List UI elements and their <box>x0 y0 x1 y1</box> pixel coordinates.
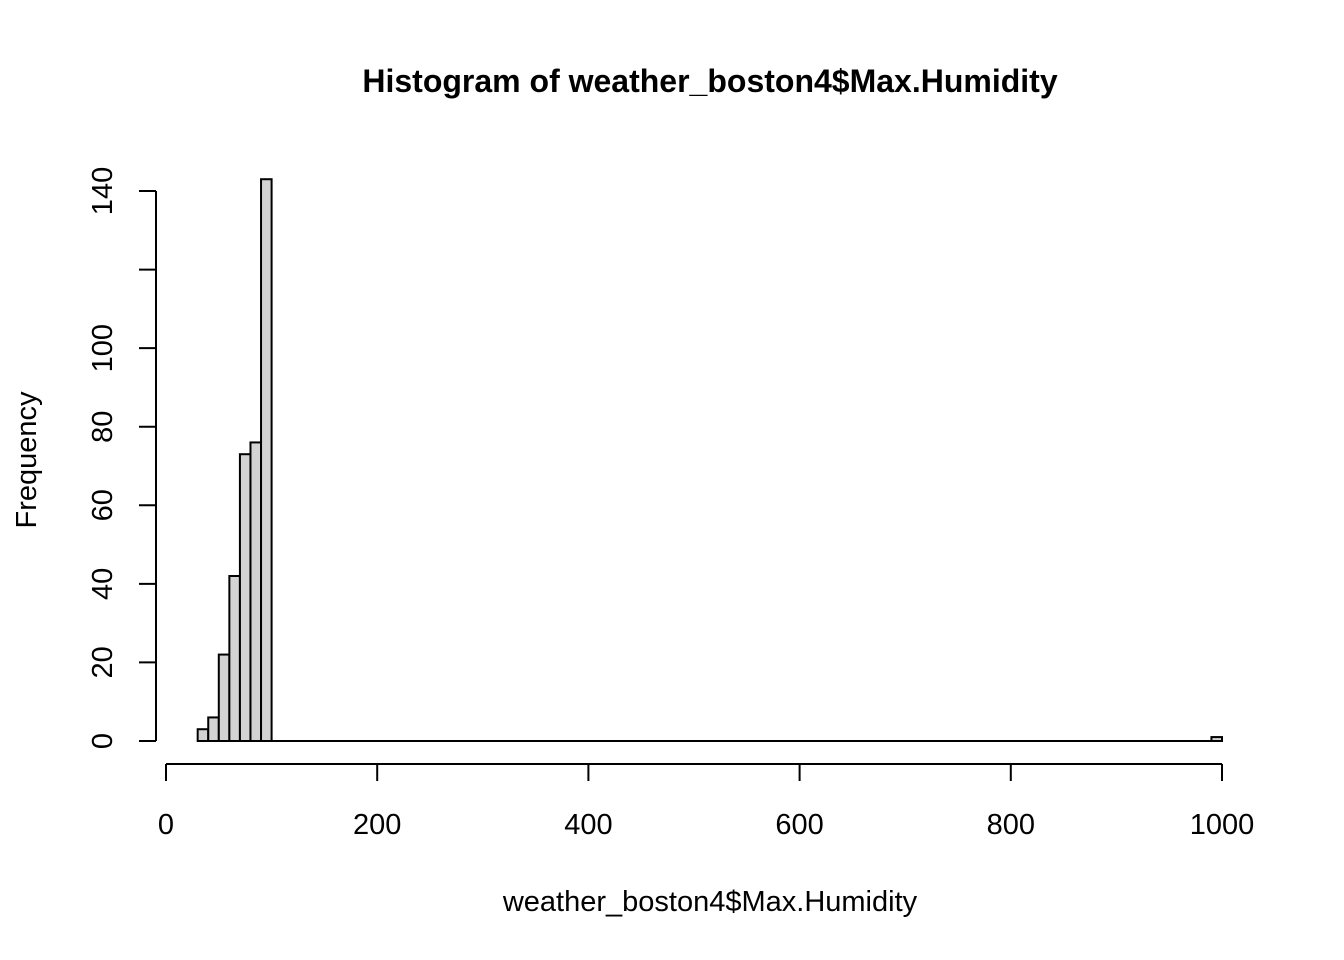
x-tick-label: 800 <box>987 809 1035 841</box>
y-tick-label: 20 <box>87 646 119 678</box>
histogram-bar <box>228 575 241 742</box>
y-axis: 0 20 40 60 80 100 140 <box>87 167 157 749</box>
histogram-bar <box>249 441 263 742</box>
x-tick-label: 0 <box>158 809 174 841</box>
y-tick-label: 100 <box>87 324 119 372</box>
x-tick-label: 200 <box>353 809 401 841</box>
y-axis-title: Frequency <box>11 391 43 529</box>
histogram-bars <box>196 178 1223 743</box>
x-tick-label: 400 <box>564 809 612 841</box>
y-tick-label: 80 <box>87 411 119 443</box>
histogram-bar <box>196 728 210 743</box>
y-tick-label: 60 <box>87 489 119 521</box>
y-tick-label: 140 <box>87 167 119 215</box>
x-tick-label: 600 <box>775 809 823 841</box>
histogram-bar <box>238 453 252 742</box>
x-axis-title: weather_boston4$Max.Humidity <box>502 886 918 918</box>
x-tick-label: 1000 <box>1190 809 1255 841</box>
y-tick-label: 0 <box>87 733 119 749</box>
x-axis: 0 200 400 600 800 1000 <box>158 763 1255 841</box>
histogram-bar <box>217 653 231 742</box>
chart-title: Histogram of weather_boston4$Max.Humidit… <box>362 63 1057 99</box>
y-tick-label: 40 <box>87 568 119 600</box>
histogram-bar <box>260 178 273 742</box>
histogram-bar <box>207 716 220 743</box>
